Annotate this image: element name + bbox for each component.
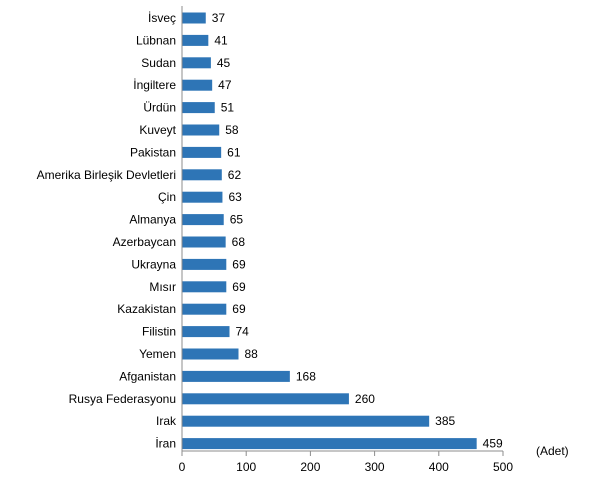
bar <box>182 34 209 46</box>
category-label: Ukrayna <box>131 257 176 271</box>
category-label: Irak <box>156 414 177 428</box>
value-label: 459 <box>483 437 503 451</box>
x-tick-label: 0 <box>179 460 186 474</box>
value-label: 69 <box>232 302 246 316</box>
bar <box>182 303 227 315</box>
bar <box>182 393 349 405</box>
category-label: Sudan <box>141 56 176 70</box>
value-label: 63 <box>228 190 242 204</box>
value-labels: 37 41 45 47 51 58 61 62 63 65 68 69 69 69 74 88 168 260 38… <box>212 11 503 451</box>
bar <box>182 79 213 91</box>
x-tick-label: 100 <box>236 460 256 474</box>
x-tick-label: 400 <box>429 460 449 474</box>
bar <box>182 236 226 248</box>
category-label: Filistin <box>142 325 176 339</box>
value-label: 45 <box>217 56 231 70</box>
category-label: Amerika Birleşik Devletleri <box>37 168 176 182</box>
bar <box>182 146 222 158</box>
value-label: 61 <box>227 145 241 159</box>
bar <box>182 102 215 114</box>
bar <box>182 281 227 293</box>
value-label: 58 <box>225 123 239 137</box>
value-label: 385 <box>435 414 455 428</box>
value-label: 65 <box>230 213 244 227</box>
bar <box>182 124 220 136</box>
bars <box>182 12 477 450</box>
category-label: İngiltere <box>133 78 176 92</box>
category-label: Çin <box>158 190 176 204</box>
bar <box>182 12 206 24</box>
value-label: 260 <box>355 392 375 406</box>
x-axis: 0 100 200 300 400 500 <box>179 6 513 474</box>
value-label: 69 <box>232 280 246 294</box>
bar <box>182 438 477 450</box>
value-label: 41 <box>214 33 228 47</box>
category-label: Kuveyt <box>139 123 176 137</box>
bar <box>182 370 290 382</box>
value-label: 51 <box>221 101 235 115</box>
value-label: 47 <box>218 78 232 92</box>
category-label: Rusya Federasyonu <box>69 392 176 406</box>
value-label: 74 <box>236 325 250 339</box>
value-label: 68 <box>232 235 246 249</box>
category-label: Afganistan <box>119 369 176 383</box>
bar <box>182 214 224 226</box>
value-label: 69 <box>232 257 246 271</box>
bar <box>182 415 430 427</box>
category-label: Azerbaycan <box>113 235 176 249</box>
category-label: Lübnan <box>136 33 176 47</box>
value-label: 62 <box>228 168 242 182</box>
category-label: İran <box>155 437 176 451</box>
x-tick-label: 300 <box>365 460 385 474</box>
category-label: Kazakistan <box>117 302 176 316</box>
category-labels: İsveç Lübnan Sudan İngiltere Ürdün Kuveyt Paki… <box>37 11 177 451</box>
bar <box>182 191 223 203</box>
x-tick-label: 200 <box>300 460 320 474</box>
bar <box>182 348 239 360</box>
category-label: Pakistan <box>130 145 176 159</box>
category-label: Ürdün <box>143 101 176 115</box>
bar <box>182 169 222 181</box>
bar <box>182 258 227 270</box>
category-label: Yemen <box>139 347 176 361</box>
value-label: 168 <box>296 369 316 383</box>
value-label: 88 <box>244 347 258 361</box>
value-label: 37 <box>212 11 226 25</box>
x-tick-label: 500 <box>493 460 513 474</box>
bar <box>182 326 230 338</box>
category-label: İsveç <box>148 11 176 25</box>
unit-label: (Adet) <box>536 444 569 458</box>
bar <box>182 57 211 69</box>
category-label: Mısır <box>149 280 176 294</box>
category-label: Almanya <box>129 213 176 227</box>
